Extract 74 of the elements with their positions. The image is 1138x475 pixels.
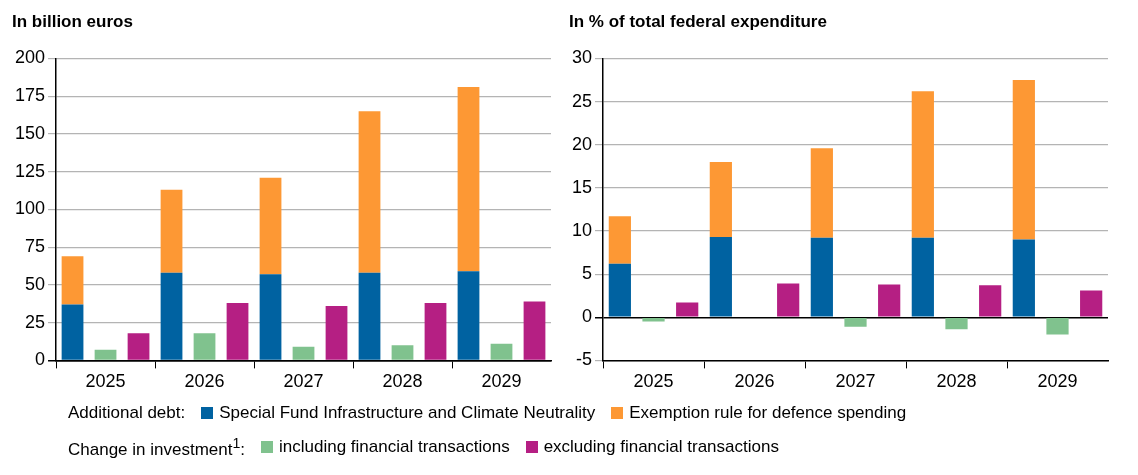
y-tick-label: 15 <box>571 176 593 197</box>
y-tick-label: 20 <box>571 133 593 154</box>
bar <box>642 318 665 322</box>
y-tick-label: 30 <box>571 47 593 68</box>
y-tick-label: 75 <box>25 236 46 257</box>
legend-label: including financial transactions <box>279 437 510 457</box>
bar <box>911 237 934 317</box>
legend-label: Special Fund Infrastructure and Climate Neutrality <box>219 403 596 423</box>
bar <box>391 345 414 360</box>
bar <box>911 91 934 238</box>
y-tick-label: 200 <box>14 47 46 68</box>
bar <box>810 148 833 238</box>
bar <box>259 177 282 275</box>
bar <box>259 274 282 360</box>
x-tick-label: 2027 <box>835 371 876 392</box>
bar <box>61 256 84 305</box>
bar <box>1012 79 1035 240</box>
bar <box>457 87 480 272</box>
y-tick-label: 25 <box>571 90 593 111</box>
bar <box>709 161 732 238</box>
bar <box>325 306 348 360</box>
bar <box>94 349 117 360</box>
bar <box>1012 239 1035 317</box>
bar <box>777 283 800 317</box>
bar <box>979 285 1002 317</box>
bar <box>945 318 968 330</box>
bar <box>226 303 249 360</box>
bar <box>1080 290 1103 317</box>
y-tick-label: 0 <box>582 306 593 327</box>
x-tick-label: 2028 <box>936 371 977 392</box>
y-tick-label: 100 <box>14 198 46 219</box>
chart-title: In billion euros <box>12 11 133 31</box>
y-tick-label: 25 <box>25 311 46 332</box>
bar <box>358 111 381 273</box>
bar <box>608 263 631 317</box>
y-tick-label: 5 <box>582 263 593 284</box>
text: Change in investment$^{1}$: <box>68 434 246 460</box>
legend-label: Exemption rule for defence spending <box>629 403 907 423</box>
bar <box>160 189 183 273</box>
y-tick-label: 175 <box>14 85 46 106</box>
x-tick-label: 2028 <box>382 371 423 392</box>
bar <box>676 302 699 317</box>
bar <box>457 271 480 360</box>
text: Additional debt: <box>68 403 186 423</box>
bar <box>490 343 513 360</box>
x-tick-label: 2026 <box>734 371 775 392</box>
x-tick-label: 2027 <box>283 371 324 392</box>
x-tick-label: 2029 <box>481 371 522 392</box>
y-tick-label: 150 <box>14 122 46 143</box>
bar <box>709 237 732 317</box>
bar <box>193 333 216 360</box>
legend-label: excluding financial transactions <box>543 437 779 457</box>
bar <box>127 333 150 360</box>
x-tick-label: 2025 <box>633 371 674 392</box>
bar <box>160 272 183 360</box>
x-tick-label: 2026 <box>184 371 225 392</box>
bar <box>1046 318 1069 335</box>
bar <box>523 301 546 360</box>
bar <box>358 272 381 360</box>
bar <box>810 237 833 317</box>
chart-title: In % of total federal expenditure <box>569 11 827 31</box>
y-tick-label: 50 <box>25 273 46 294</box>
bar <box>292 346 315 360</box>
bar <box>878 284 901 317</box>
y-tick-label: 125 <box>14 160 46 181</box>
x-tick-label: 2025 <box>85 371 126 392</box>
y-tick-label: -5 <box>576 349 593 370</box>
x-tick-label: 2029 <box>1037 371 1078 392</box>
bar <box>608 216 631 264</box>
bar <box>61 304 84 360</box>
y-tick-label: 0 <box>35 349 46 370</box>
bar <box>424 303 447 360</box>
y-tick-label: 10 <box>571 219 593 240</box>
bar <box>844 318 867 327</box>
